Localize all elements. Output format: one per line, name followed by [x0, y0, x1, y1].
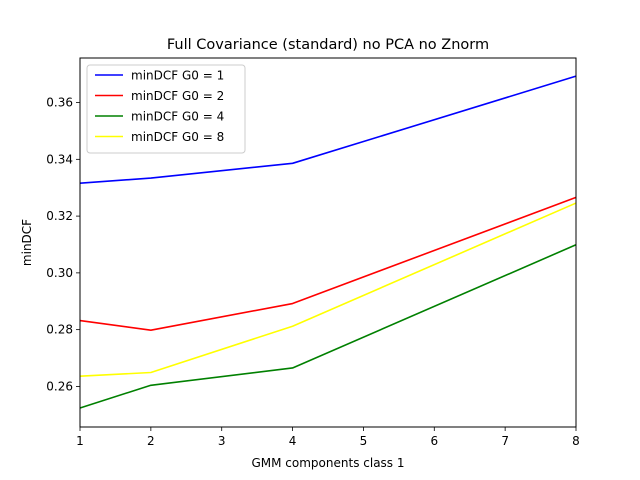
x-tick-label: 3 [218, 434, 226, 448]
y-tick-label: 0.34 [46, 152, 73, 166]
x-tick-label: 1 [76, 434, 84, 448]
plot-lines [79, 75, 577, 409]
y-tick-label: 0.26 [46, 379, 73, 393]
series-line-3 [79, 244, 577, 409]
legend-label: minDCF G0 = 1 [131, 69, 224, 83]
y-tick-label: 0.32 [46, 209, 73, 223]
plot-frame [79, 57, 577, 428]
legend-label: minDCF G0 = 8 [131, 130, 224, 144]
x-axis-label: GMM components class 1 [251, 456, 404, 470]
y-tick-label: 0.28 [46, 323, 73, 337]
y-tick-label: 0.36 [46, 96, 73, 110]
y-tick-label: 0.30 [46, 266, 73, 280]
x-tick-label: 5 [360, 434, 368, 448]
y-axis: 0.26 0.28 0.30 0.32 0.34 0.36 [46, 96, 80, 393]
legend-label: minDCF G0 = 4 [131, 110, 224, 124]
legend: minDCF G0 = 1 minDCF G0 = 2 minDCF G0 = 4 m… [86, 64, 246, 154]
series-line-2 [79, 196, 577, 332]
series-line-1 [79, 75, 577, 184]
legend-box [86, 64, 246, 154]
x-tick-label: 4 [289, 434, 297, 448]
x-tick-label: 7 [501, 434, 509, 448]
y-axis-label: minDCF [20, 219, 34, 266]
x-tick-label: 2 [147, 434, 155, 448]
x-tick-label: 8 [572, 434, 580, 448]
x-tick-label: 6 [430, 434, 438, 448]
series-line-4 [79, 202, 577, 377]
x-axis: 1 2 3 4 5 6 7 8 [76, 427, 580, 448]
chart-title: Full Covariance (standard) no PCA no Zno… [167, 37, 489, 53]
legend-label: minDCF G0 = 2 [131, 89, 224, 103]
